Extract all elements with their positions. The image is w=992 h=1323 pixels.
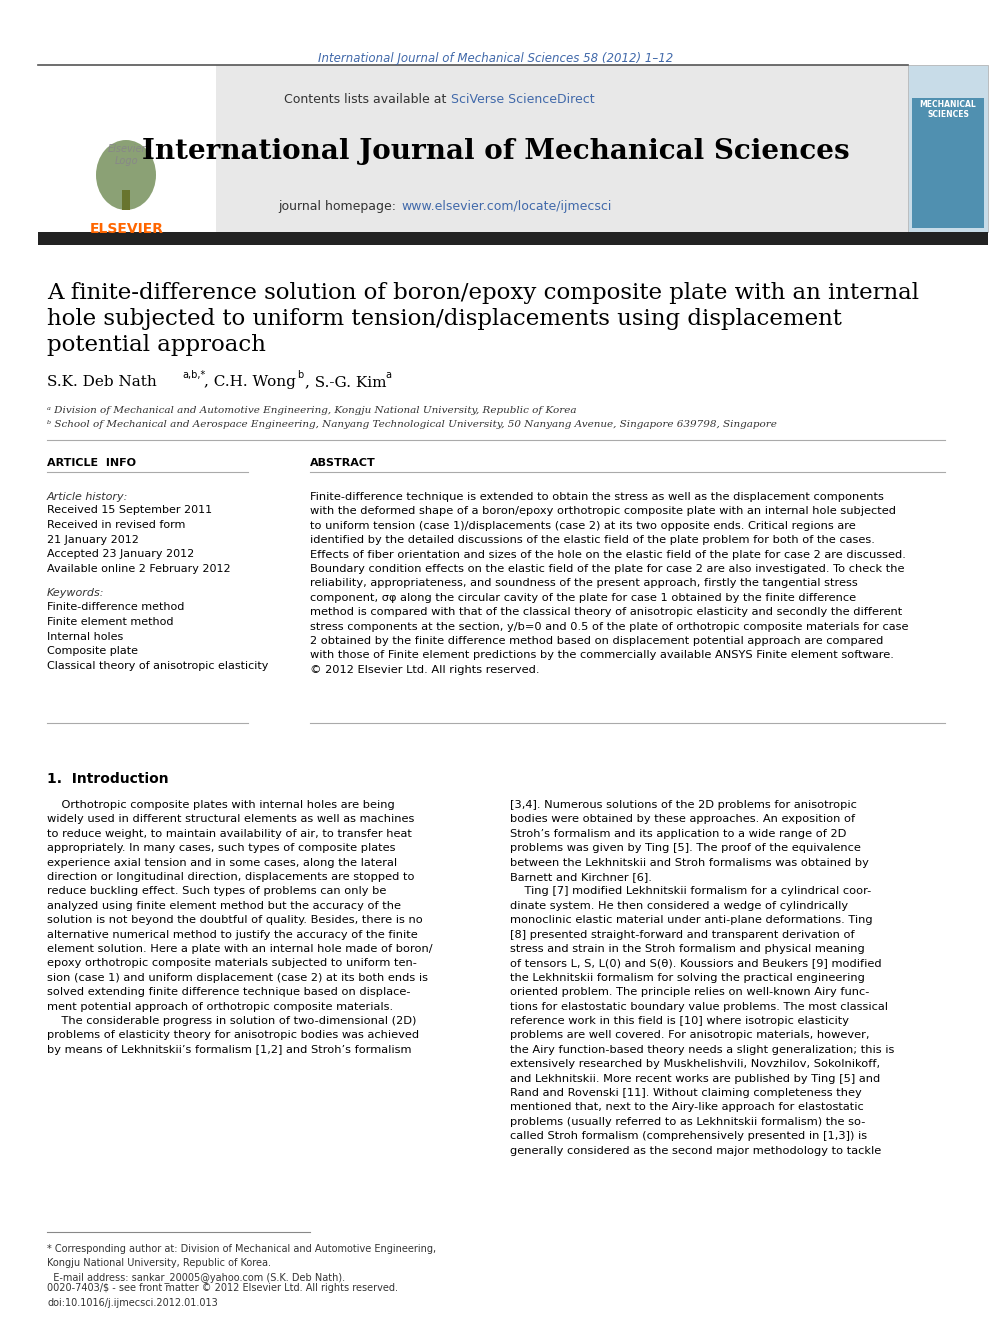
Bar: [38, 65, 216, 232]
Text: Finite-difference method
Finite element method
Internal holes
Composite plate
Cl: Finite-difference method Finite element …: [47, 602, 269, 671]
Text: S.K. Deb Nath: S.K. Deb Nath: [47, 374, 157, 389]
Bar: [38, 65, 908, 232]
Text: journal homepage:: journal homepage:: [278, 200, 400, 213]
Bar: [38, 232, 988, 245]
Ellipse shape: [96, 140, 156, 210]
Text: 0020-7403/$ - see front matter © 2012 Elsevier Ltd. All rights reserved.
doi:10.: 0020-7403/$ - see front matter © 2012 El…: [47, 1283, 398, 1308]
Text: ᵇ School of Mechanical and Aerospace Engineering, Nanyang Technological Universi: ᵇ School of Mechanical and Aerospace Eng…: [47, 419, 777, 429]
Text: www.elsevier.com/locate/ijmecsci: www.elsevier.com/locate/ijmecsci: [401, 200, 611, 213]
Text: hole subjected to uniform tension/displacements using displacement: hole subjected to uniform tension/displa…: [47, 308, 842, 329]
Text: Received 15 September 2011
Received in revised form
21 January 2012
Accepted 23 : Received 15 September 2011 Received in r…: [47, 505, 230, 574]
Bar: [122, 191, 130, 210]
Text: * Corresponding author at: Division of Mechanical and Automotive Engineering,
Ko: * Corresponding author at: Division of M…: [47, 1244, 436, 1283]
Text: ABSTRACT: ABSTRACT: [310, 458, 376, 468]
Text: Article history:: Article history:: [47, 492, 128, 501]
Bar: [908, 65, 988, 232]
Text: a: a: [385, 370, 391, 380]
Text: ELSEVIER: ELSEVIER: [90, 222, 164, 235]
Text: [3,4]. Numerous solutions of the 2D problems for anisotropic
bodies were obtaine: [3,4]. Numerous solutions of the 2D prob…: [510, 800, 895, 1155]
Text: ᵃ Division of Mechanical and Automotive Engineering, Kongju National University,: ᵃ Division of Mechanical and Automotive …: [47, 406, 576, 415]
Text: MECHANICAL
SCIENCES: MECHANICAL SCIENCES: [920, 101, 976, 119]
Text: Orthotropic composite plates with internal holes are being
widely used in differ: Orthotropic composite plates with intern…: [47, 800, 433, 1054]
Text: ARTICLE  INFO: ARTICLE INFO: [47, 458, 136, 468]
Text: SciVerse ScienceDirect: SciVerse ScienceDirect: [451, 93, 594, 106]
Text: International Journal of Mechanical Sciences: International Journal of Mechanical Scie…: [142, 138, 850, 165]
Text: , S.-G. Kim: , S.-G. Kim: [305, 374, 387, 389]
Text: , C.H. Wong: , C.H. Wong: [204, 374, 296, 389]
Text: b: b: [297, 370, 304, 380]
Text: Contents lists available at: Contents lists available at: [284, 93, 450, 106]
Text: A finite-difference solution of boron/epoxy composite plate with an internal: A finite-difference solution of boron/ep…: [47, 282, 919, 304]
Bar: [912, 98, 984, 228]
Text: Keywords:: Keywords:: [47, 587, 104, 598]
Text: Elsevier
Logo: Elsevier Logo: [108, 144, 146, 165]
Text: International Journal of Mechanical Sciences 58 (2012) 1–12: International Journal of Mechanical Scie…: [318, 52, 674, 65]
Text: potential approach: potential approach: [47, 333, 266, 356]
Text: a,b,*: a,b,*: [182, 370, 205, 380]
Text: Finite-difference technique is extended to obtain the stress as well as the disp: Finite-difference technique is extended …: [310, 492, 909, 675]
Text: 1.  Introduction: 1. Introduction: [47, 773, 169, 786]
